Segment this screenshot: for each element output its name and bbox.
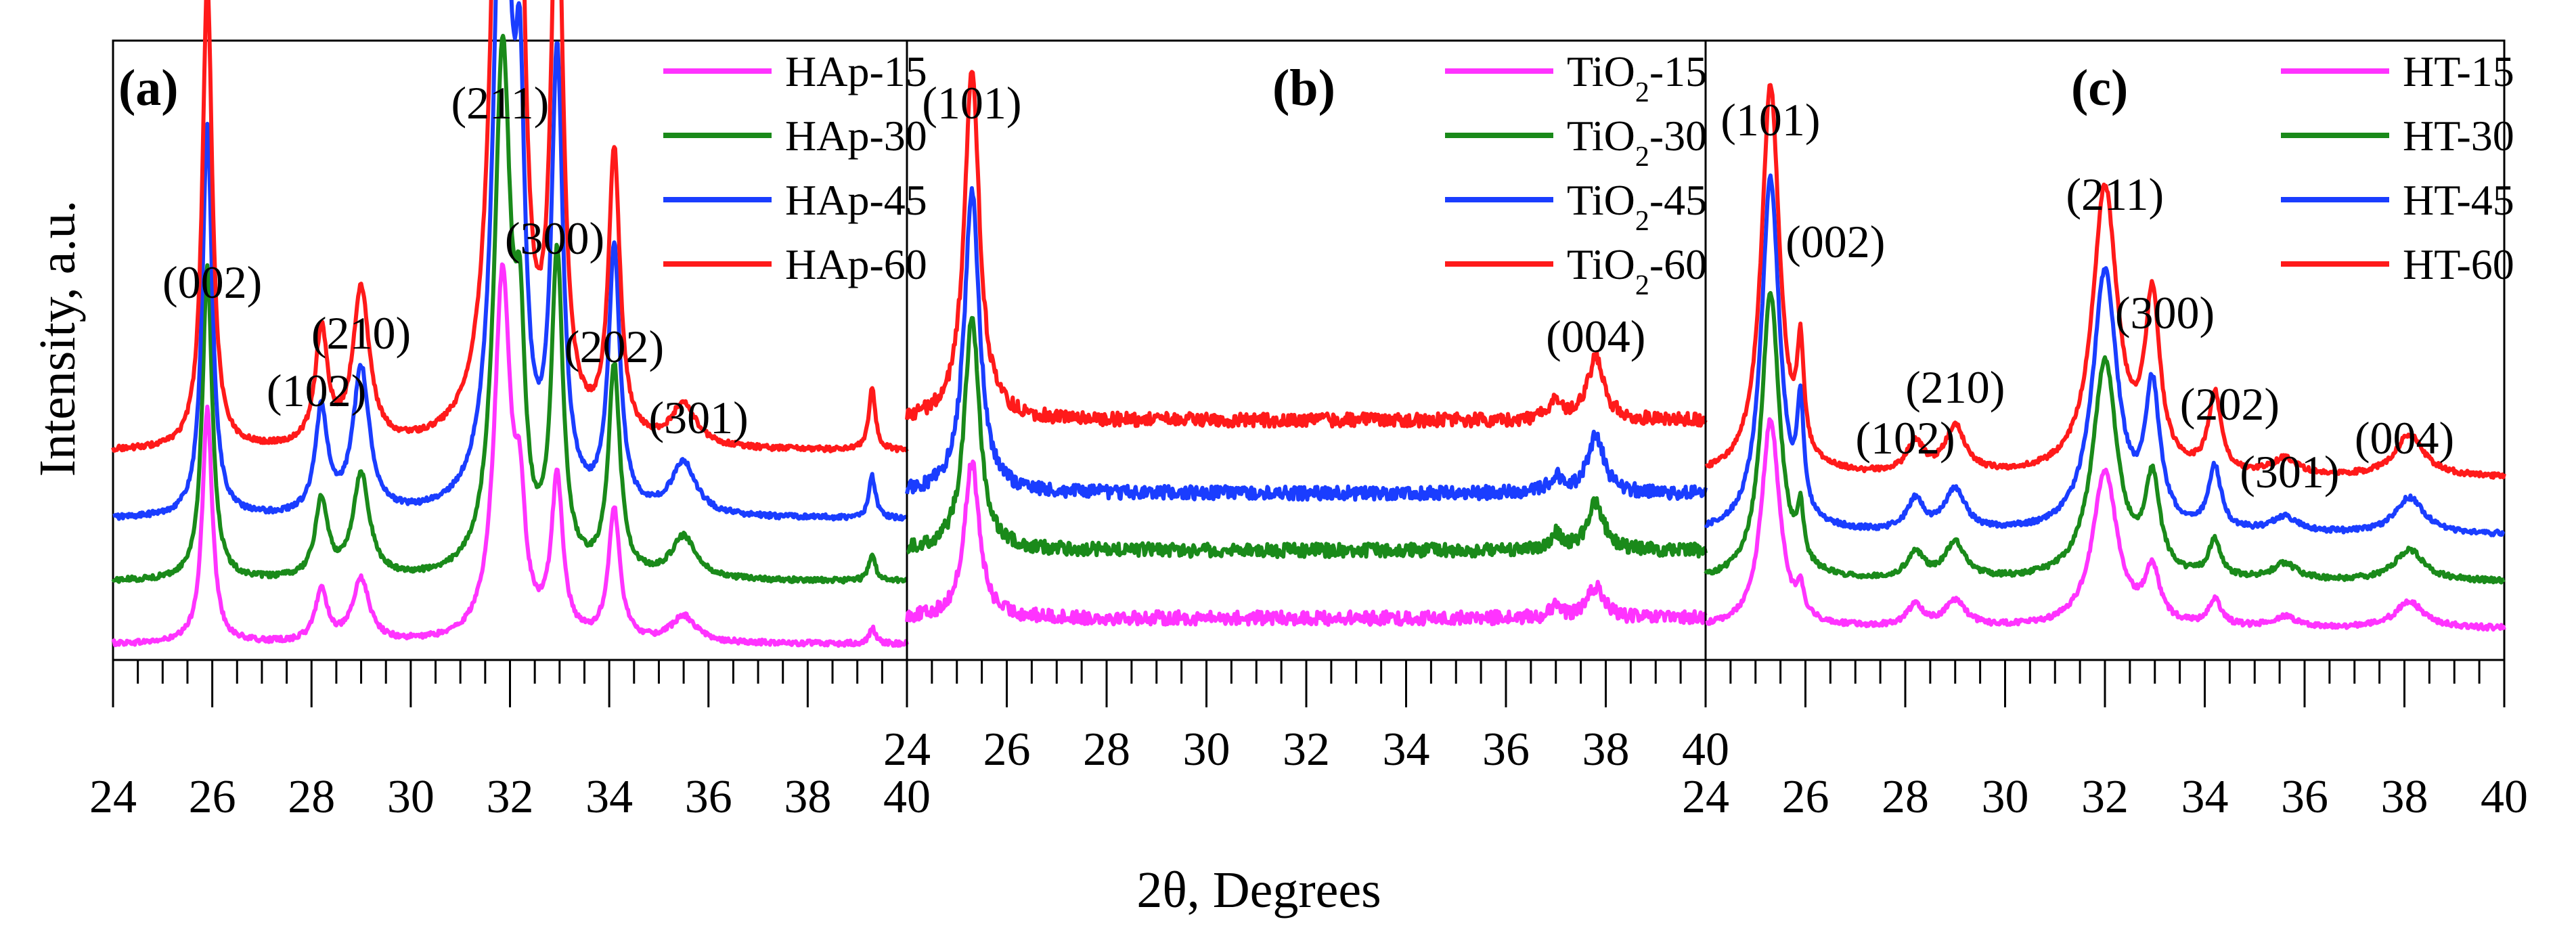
x-tick-label: 24 <box>883 724 931 776</box>
legend-label: HAp-45 <box>785 176 927 224</box>
peak-annotation: (202) <box>564 321 664 372</box>
x-tick-label: 24 <box>1682 771 1729 823</box>
x-tick-label: 28 <box>288 771 335 823</box>
panel-b: 24 26 28 30 32 34 36 38 40(b)(101)(004)TiO2-15Ti… <box>883 39 1729 776</box>
x-tick-label: 34 <box>585 771 633 823</box>
peak-annotation: (004) <box>2355 412 2454 464</box>
legend-label: TiO2-30 <box>1567 112 1707 173</box>
x-tick-label: 34 <box>2181 771 2229 823</box>
series-line-HT-15 <box>1704 417 2506 632</box>
peak-annotation: (301) <box>648 392 748 443</box>
legend-label: HAp-60 <box>785 240 927 288</box>
peak-annotation: (004) <box>1546 311 1645 362</box>
peak-annotation: (211) <box>2066 169 2164 220</box>
x-tick-label: 32 <box>487 771 534 823</box>
series-line-HAp-15 <box>111 262 909 648</box>
x-tick-label: 32 <box>2081 771 2129 823</box>
legend-label: HT-15 <box>2403 47 2514 95</box>
peak-annotation: (301) <box>2240 446 2339 498</box>
x-tick-label: 38 <box>784 771 831 823</box>
series-line-TiO2-45 <box>905 186 1708 502</box>
peak-annotation: (102) <box>1855 412 1955 464</box>
series-line-TiO2-15 <box>905 459 1708 627</box>
x-tick-label: 30 <box>387 771 435 823</box>
legend-label: TiO2-15 <box>1567 47 1707 108</box>
x-tick-label: 28 <box>1882 771 1929 823</box>
panel-a: 24 26 28 30 32 34 36 38 40 (a) (002) (102) (210) (211… <box>89 0 931 823</box>
legend-label: TiO2-45 <box>1567 176 1707 237</box>
x-axis-label: 2θ, Degrees <box>1136 862 1381 919</box>
x-tick-label: 28 <box>1083 724 1130 776</box>
legend-label: HAp-15 <box>785 47 927 95</box>
series-line-TiO2-30 <box>906 315 1708 559</box>
x-tick-label: 38 <box>1582 724 1630 776</box>
panel-title: (c) <box>2071 60 2128 116</box>
panels-group: 24 26 28 30 32 34 36 38 40(a)(002)(102)(210)(211… <box>89 0 2528 823</box>
peak-annotation: (202) <box>2180 378 2280 430</box>
series-line-HT-60 <box>1704 83 2506 480</box>
x-tick-label: 34 <box>1383 724 1430 776</box>
x-tick-label: 30 <box>1982 771 2029 823</box>
x-tick-label: 36 <box>1482 724 1530 776</box>
peak-annotation: (002) <box>1785 216 1885 267</box>
peak-annotation: (300) <box>505 213 604 264</box>
x-tick-label: 36 <box>685 771 732 823</box>
legend-label: HT-60 <box>2403 240 2514 288</box>
peak-annotation: (210) <box>311 307 411 359</box>
peak-annotation: (300) <box>2115 287 2215 338</box>
legend-label: HT-30 <box>2403 112 2514 160</box>
x-tick-label: 24 <box>89 771 137 823</box>
series-line-HT-30 <box>1704 290 2506 585</box>
series-line-HAp-60 <box>111 0 909 454</box>
x-tick-label: 26 <box>1782 771 1829 823</box>
x-tick-label: 32 <box>1283 724 1330 776</box>
panel-title: (a) <box>118 60 179 116</box>
x-tick-label: 38 <box>2381 771 2428 823</box>
x-tick-label: 26 <box>189 771 236 823</box>
x-tick-label: 36 <box>2281 771 2328 823</box>
peak-annotation: (102) <box>267 365 366 416</box>
legend-label: TiO2-60 <box>1567 240 1707 301</box>
x-tick-label: 30 <box>1183 724 1230 776</box>
peak-annotation: (002) <box>162 257 262 308</box>
panel-title: (b) <box>1272 60 1335 116</box>
x-tick-label: 26 <box>983 724 1031 776</box>
peak-annotation: (211) <box>451 77 549 129</box>
panel-c: 24 26 28 30 32 34 36 38 40 (c) (101) (002) (102)(210… <box>1682 39 2528 823</box>
legend-label: HT-45 <box>2403 176 2514 224</box>
series-line-HT-45 <box>1704 173 2506 537</box>
x-tick-label: 40 <box>1682 724 1729 776</box>
series-line-TiO2-60 <box>905 70 1708 429</box>
x-tick-label: 40 <box>2481 771 2528 823</box>
x-tick-label: 40 <box>883 771 931 823</box>
y-axis-label: Intensity, a.u. <box>29 200 86 477</box>
peak-annotation: (210) <box>1905 361 2005 413</box>
peak-annotation: (101) <box>922 77 1021 129</box>
series-line-HAp-45 <box>112 0 908 522</box>
legend-label: HAp-30 <box>785 112 927 160</box>
series-line-HAp-30 <box>111 33 908 585</box>
peak-annotation: (101) <box>1720 94 1820 146</box>
